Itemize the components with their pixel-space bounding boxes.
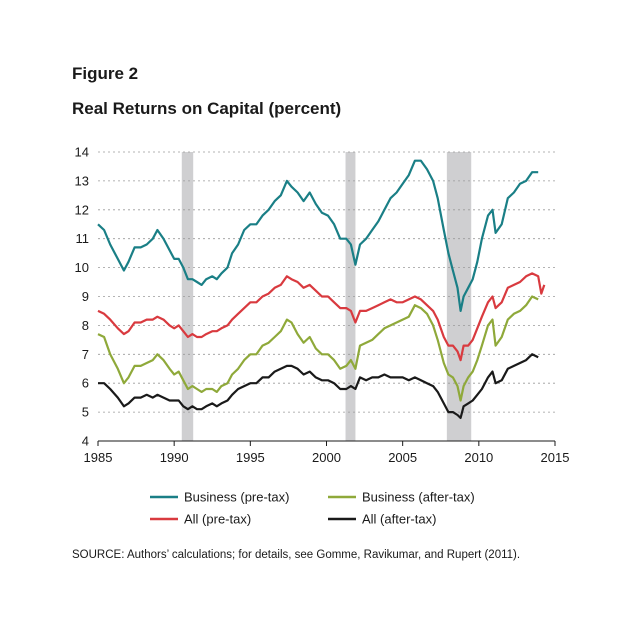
y-tick-label: 13 (75, 173, 89, 188)
figure-number: Figure 2 (72, 64, 139, 83)
y-tick-label: 14 (75, 145, 89, 160)
legend-label: All (after-tax) (362, 512, 436, 527)
legend: Business (pre-tax) Business (after-tax) Al… (150, 490, 475, 527)
x-tick-label: 2000 (312, 450, 341, 465)
y-tick-label: 6 (82, 376, 89, 391)
x-tick-label: 1990 (160, 450, 189, 465)
y-tick-label: 11 (76, 231, 90, 246)
source-note: SOURCE: Authors’ calculations; for detai… (72, 549, 521, 561)
y-tick-label: 5 (82, 405, 89, 420)
x-tick-label: 2015 (541, 450, 570, 465)
y-tick-label: 12 (75, 202, 89, 217)
series-line-0 (97, 159, 539, 312)
y-tick-label: 10 (75, 260, 89, 275)
x-tick-label: 2005 (388, 450, 417, 465)
gridlines (98, 151, 555, 413)
series-line-2 (97, 272, 546, 362)
y-tick-label: 4 (82, 434, 89, 449)
x-tick-label: 1985 (84, 450, 113, 465)
y-tick-label: 8 (82, 318, 89, 333)
series-lines (97, 159, 546, 419)
legend-label: All (pre-tax) (184, 512, 251, 527)
series-line-3 (98, 353, 539, 419)
y-tick-label: 7 (82, 347, 89, 362)
recession-band-1 (345, 152, 356, 441)
series-line-1 (97, 295, 539, 402)
legend-label: Business (after-tax) (362, 490, 475, 505)
axes: 4 5 6 7 8 9 10 11 12 13 14 1985 1990 1995 2000 2005 2010… (75, 145, 570, 466)
figure-title: Real Returns on Capital (percent) (72, 99, 342, 118)
x-tick-label: 1995 (236, 450, 265, 465)
x-tick-label: 2010 (464, 450, 493, 465)
y-tick-label: 9 (82, 289, 89, 304)
legend-label: Business (pre-tax) (184, 490, 289, 505)
recession-band-0 (181, 152, 194, 441)
